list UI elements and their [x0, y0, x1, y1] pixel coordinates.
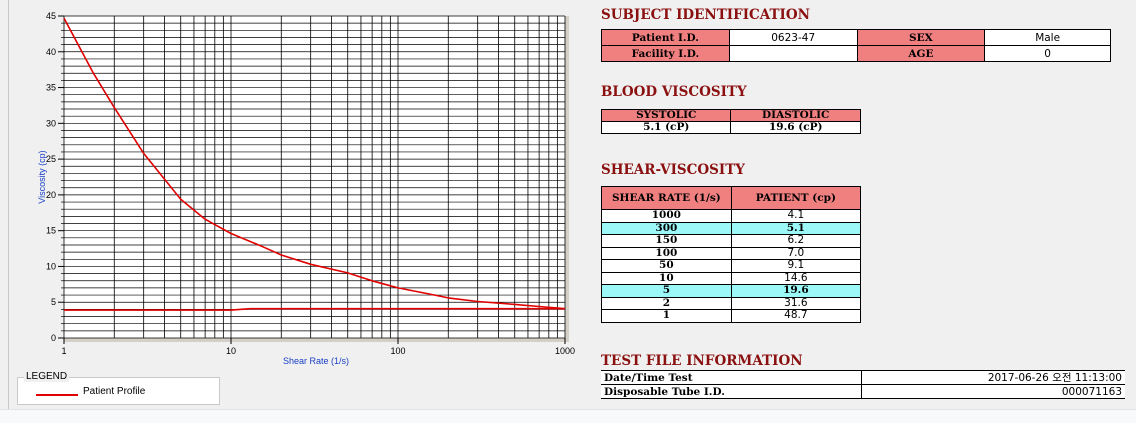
- table-row: 50 9.1: [601, 259, 862, 273]
- blood-viscosity-title: BLOOD VISCOSITY: [601, 84, 747, 100]
- patient-cp-header: PATIENT (cp): [730, 186, 862, 210]
- shear-rate-header: SHEAR RATE (1/s): [601, 186, 732, 210]
- shear-viscosity-table: SHEAR RATE (1/s) PATIENT (cp) 1000 4.1 3…: [601, 186, 862, 323]
- viscosity-cell: 14.6: [730, 271, 862, 285]
- series-line-2: [64, 307, 565, 311]
- legend-swatch: [36, 394, 78, 396]
- table-row: 150 6.2: [601, 234, 862, 248]
- chart-tick-labels: 0 5 10 15 20 25 30 35 40 45 1 10 100 1000: [46, 11, 575, 356]
- viscosity-cell: 48.7: [730, 309, 862, 323]
- subject-title: SUBJECT IDENTIFICATION: [601, 7, 810, 23]
- table-row: 10 14.6: [601, 271, 862, 285]
- table-row-highlight: 300 5.1: [601, 221, 862, 235]
- table-row: 1000 4.1: [601, 209, 862, 223]
- y-tick-label: 15: [46, 226, 56, 236]
- shear-rate-cell: 10: [601, 271, 732, 285]
- table-row: 2 31.6: [601, 296, 862, 310]
- y-axis-label: Viscosity (cp): [37, 150, 47, 203]
- blood-viscosity-table: SYSTOLIC DIASTOLIC 5.1 (cP) 19.6 (cP): [600, 109, 861, 134]
- legend: LEGEND Patient Profile: [17, 371, 220, 405]
- shear-viscosity-title: SHEAR-VISCOSITY: [601, 162, 745, 178]
- age-label: AGE: [856, 45, 986, 62]
- patient-id-label: Patient I.D.: [601, 29, 730, 46]
- patient-id-value: 0623-47: [728, 29, 858, 46]
- x-tick-label: 100: [390, 346, 405, 356]
- shear-rate-cell: 50: [601, 259, 732, 273]
- diastolic-label: DIASTOLIC: [730, 109, 861, 122]
- shear-rate-cell: 300: [601, 221, 732, 235]
- legend-title: LEGEND: [24, 371, 70, 382]
- viscosity-cell: 31.6: [730, 296, 862, 310]
- plot-area: [64, 16, 565, 338]
- viscosity-chart: 0 5 10 15 20 25 30 35 40 45 1 10 100 1000 Shear Rate …: [12, 0, 594, 370]
- facility-id-label: Facility I.D.: [601, 45, 730, 62]
- datetime-value: 2017-06-26 오전 11:13:00: [861, 370, 1125, 385]
- chart-grid: [63, 15, 566, 339]
- diastolic-value: 19.6 (cP): [730, 121, 861, 134]
- y-tick-label: 25: [46, 154, 56, 164]
- viscosity-cell: 6.2: [730, 234, 862, 248]
- viscosity-cell: 19.6: [730, 284, 862, 298]
- viscosity-cell: 5.1: [730, 221, 862, 235]
- y-tick-label: 0: [51, 333, 56, 343]
- shear-rate-cell: 1: [601, 309, 732, 323]
- facility-id-value: [728, 45, 858, 62]
- bottom-strip: [0, 409, 1136, 423]
- shear-rate-cell: 150: [601, 234, 732, 248]
- datetime-label: Date/Time Test: [601, 370, 862, 385]
- x-tick-label: 1: [61, 346, 66, 356]
- series-line-1: [63, 17, 566, 310]
- table-row: 100 7.0: [601, 246, 862, 260]
- x-axis-label: Shear Rate (1/s): [283, 356, 349, 366]
- chart-ticks: [58, 15, 566, 344]
- subject-table: Patient I.D. 0623-47 SEX Male Facility I…: [601, 29, 1111, 62]
- shear-rate-cell: 5: [601, 284, 732, 298]
- viscosity-cell: 9.1: [730, 259, 862, 273]
- y-tick-label: 20: [46, 190, 56, 200]
- sex-value: Male: [984, 29, 1111, 46]
- left-divider: [8, 0, 9, 409]
- y-tick-label: 30: [46, 118, 56, 128]
- y-tick-label: 35: [46, 83, 56, 93]
- chart-curves: [63, 17, 566, 311]
- x-tick-label: 1000: [555, 346, 575, 356]
- viscosity-cell: 4.1: [730, 209, 862, 223]
- viscosity-cell: 7.0: [730, 246, 862, 260]
- sex-label: SEX: [856, 29, 986, 46]
- y-tick-label: 45: [46, 11, 56, 21]
- age-value: 0: [984, 45, 1111, 62]
- tube-id-label: Disposable Tube I.D.: [601, 384, 862, 399]
- legend-label: Patient Profile: [83, 386, 146, 397]
- x-tick-label: 10: [226, 346, 236, 356]
- systolic-label: SYSTOLIC: [600, 109, 732, 122]
- test-file-title: TEST FILE INFORMATION: [601, 353, 803, 369]
- table-row-highlight: 5 19.6: [601, 284, 862, 298]
- table-row: 1 48.7: [601, 309, 862, 323]
- y-tick-label: 5: [51, 297, 56, 307]
- y-tick-label: 40: [46, 47, 56, 57]
- y-tick-label: 10: [46, 261, 56, 271]
- shear-rate-cell: 2: [601, 296, 732, 310]
- systolic-value: 5.1 (cP): [600, 121, 732, 134]
- shear-rate-cell: 100: [601, 246, 732, 260]
- test-file-table: Date/Time Test 2017-06-26 오전 11:13:00 Di…: [601, 370, 1125, 399]
- tube-id-value: 000071163: [861, 384, 1125, 399]
- shear-rate-cell: 1000: [601, 209, 732, 223]
